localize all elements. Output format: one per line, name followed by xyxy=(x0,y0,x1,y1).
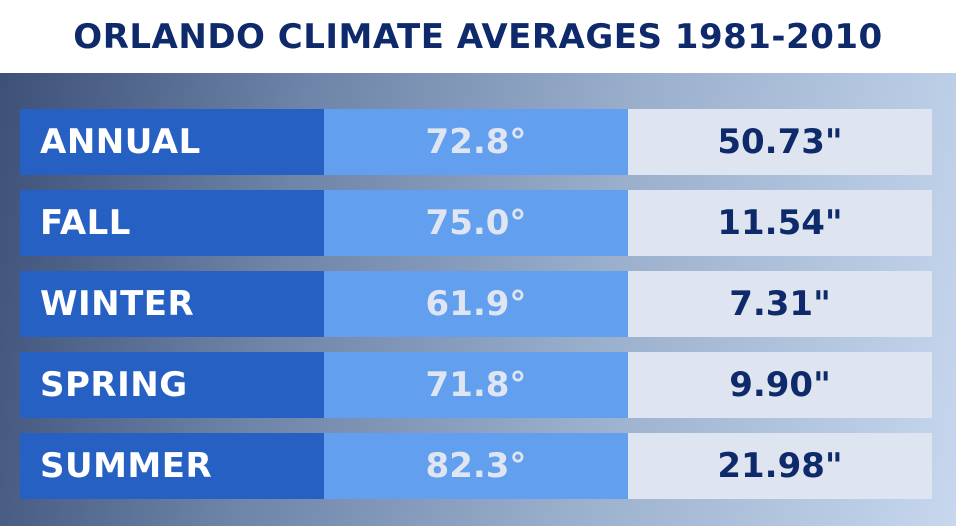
season-label: WINTER xyxy=(20,271,324,337)
table-row-spring: SPRING 71.8° 9.90" xyxy=(20,352,932,418)
season-label: SUMMER xyxy=(20,433,324,499)
table-row-winter: WINTER 61.9° 7.31" xyxy=(20,271,932,337)
page-title: ORLANDO CLIMATE AVERAGES 1981-2010 xyxy=(73,16,883,57)
table-row-annual: ANNUAL 72.8° 50.73" xyxy=(20,109,932,175)
climate-table: ANNUAL 72.8° 50.73" FALL 75.0° 11.54" WI… xyxy=(0,73,956,526)
temperature-value: 71.8° xyxy=(324,352,628,418)
precipitation-value: 7.31" xyxy=(628,271,932,337)
temperature-value: 61.9° xyxy=(324,271,628,337)
table-row-summer: SUMMER 82.3° 21.98" xyxy=(20,433,932,499)
precipitation-value: 11.54" xyxy=(628,190,932,256)
temperature-value: 82.3° xyxy=(324,433,628,499)
temperature-value: 72.8° xyxy=(324,109,628,175)
season-label: ANNUAL xyxy=(20,109,324,175)
title-bar: ORLANDO CLIMATE AVERAGES 1981-2010 xyxy=(0,0,956,73)
precipitation-value: 9.90" xyxy=(628,352,932,418)
temperature-value: 75.0° xyxy=(324,190,628,256)
precipitation-value: 21.98" xyxy=(628,433,932,499)
season-label: FALL xyxy=(20,190,324,256)
table-row-fall: FALL 75.0° 11.54" xyxy=(20,190,932,256)
season-label: SPRING xyxy=(20,352,324,418)
precipitation-value: 50.73" xyxy=(628,109,932,175)
